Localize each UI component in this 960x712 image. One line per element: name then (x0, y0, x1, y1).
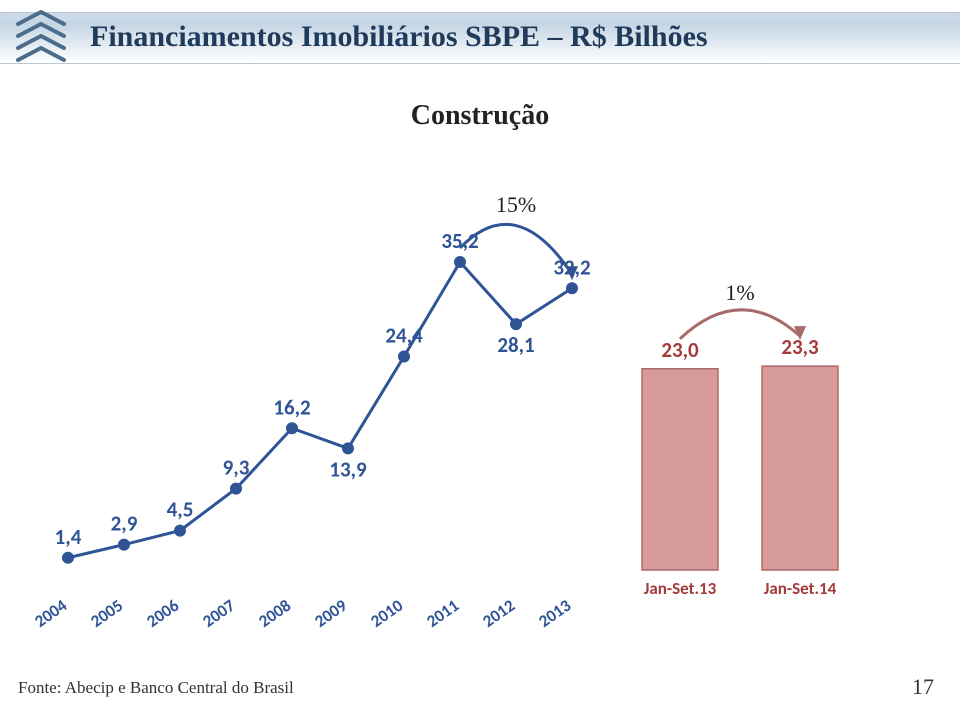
svg-text:2012: 2012 (479, 595, 520, 632)
svg-text:2,9: 2,9 (111, 511, 138, 537)
svg-text:9,3: 9,3 (223, 455, 250, 481)
svg-text:28,1: 28,1 (497, 332, 534, 358)
logo-icon (10, 6, 72, 68)
svg-text:1%: 1% (725, 280, 754, 305)
chart-subtitle: Construção (0, 100, 960, 132)
svg-text:15%: 15% (496, 192, 536, 217)
svg-text:1,4: 1,4 (55, 524, 82, 550)
svg-text:2004: 2004 (31, 595, 72, 632)
svg-text:2007: 2007 (199, 595, 240, 632)
svg-text:2005: 2005 (87, 595, 127, 632)
svg-text:2006: 2006 (143, 595, 184, 632)
svg-text:2009: 2009 (311, 595, 352, 632)
svg-text:13,9: 13,9 (329, 456, 367, 482)
page-number: 17 (912, 674, 934, 700)
chart: 1,4 2004 2,9 2005 4,5 2006 9,3 2007 16,2 2008 13,9… (30, 150, 930, 660)
svg-text:2013: 2013 (535, 595, 576, 632)
page-title: Financiamentos Imobiliários SBPE – R$ Bi… (90, 20, 940, 54)
svg-text:35,2: 35,2 (441, 228, 478, 254)
svg-text:4,5: 4,5 (167, 497, 194, 523)
svg-text:23,0: 23,0 (661, 337, 699, 363)
svg-text:16,2: 16,2 (273, 394, 310, 420)
source-footer: Fonte: Abecip e Banco Central do Brasil (18, 678, 294, 698)
svg-text:2008: 2008 (255, 595, 296, 632)
svg-text:Jan-Set.14: Jan-Set.14 (764, 578, 837, 599)
svg-text:Jan-Set.13: Jan-Set.13 (644, 578, 717, 599)
svg-text:2010: 2010 (367, 595, 408, 632)
svg-text:2011: 2011 (423, 595, 463, 632)
slide: Financiamentos Imobiliários SBPE – R$ Bi… (0, 0, 960, 712)
svg-text:24,4: 24,4 (385, 323, 423, 349)
